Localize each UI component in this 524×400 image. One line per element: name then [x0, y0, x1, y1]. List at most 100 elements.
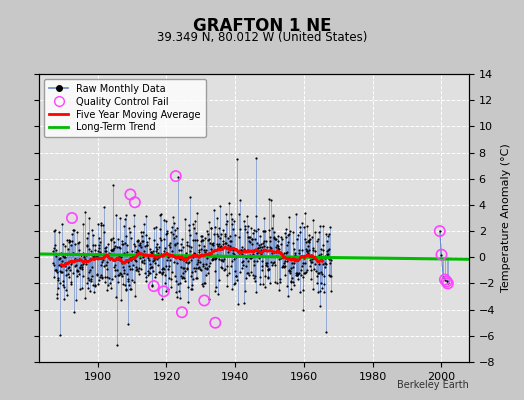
Point — [70, 227, 78, 233]
Point — [51, 247, 60, 253]
Point — [198, 280, 206, 287]
Point — [68, 215, 76, 221]
Point — [172, 289, 180, 295]
Point — [299, 260, 308, 266]
Point — [100, 229, 108, 235]
Point — [57, 263, 66, 270]
Point — [311, 247, 320, 254]
Point — [322, 237, 331, 244]
Point — [123, 249, 131, 255]
Point — [77, 252, 85, 258]
Point — [318, 254, 326, 261]
Point — [233, 253, 241, 259]
Point — [156, 235, 164, 242]
Point — [197, 267, 205, 273]
Point — [235, 211, 244, 218]
Point — [215, 256, 224, 262]
Point — [169, 220, 178, 226]
Point — [108, 247, 116, 254]
Point — [164, 254, 172, 260]
Point — [255, 249, 263, 255]
Point — [196, 238, 205, 244]
Point — [200, 297, 209, 304]
Point — [125, 282, 133, 288]
Point — [50, 274, 58, 280]
Point — [298, 263, 307, 269]
Point — [96, 238, 104, 245]
Point — [198, 233, 206, 239]
Point — [58, 269, 66, 276]
Point — [292, 270, 301, 277]
Point — [120, 249, 128, 256]
Point — [254, 245, 263, 252]
Point — [234, 248, 243, 255]
Point — [72, 250, 81, 257]
Point — [83, 235, 91, 241]
Point — [119, 267, 128, 273]
Point — [306, 236, 314, 242]
Point — [300, 270, 308, 276]
Point — [308, 234, 316, 241]
Point — [187, 256, 195, 263]
Point — [152, 256, 161, 263]
Point — [162, 228, 171, 234]
Point — [104, 240, 112, 247]
Point — [76, 286, 84, 292]
Point — [264, 266, 272, 272]
Point — [256, 233, 264, 239]
Point — [291, 250, 299, 256]
Point — [62, 250, 71, 257]
Point — [264, 267, 272, 273]
Point — [231, 268, 239, 274]
Point — [285, 231, 293, 237]
Point — [288, 274, 296, 281]
Point — [253, 258, 261, 265]
Point — [217, 256, 225, 263]
Point — [159, 288, 168, 294]
Point — [147, 249, 155, 256]
Point — [133, 266, 141, 272]
Point — [222, 240, 230, 246]
Point — [138, 238, 147, 244]
Point — [115, 272, 123, 278]
Point — [141, 213, 150, 219]
Point — [269, 212, 278, 218]
Point — [275, 287, 283, 293]
Point — [242, 254, 250, 261]
Point — [74, 247, 83, 254]
Point — [104, 282, 113, 288]
Point — [261, 260, 270, 266]
Point — [76, 265, 84, 272]
Point — [321, 252, 330, 259]
Point — [126, 191, 135, 198]
Point — [199, 236, 207, 243]
Point — [167, 276, 175, 282]
Point — [117, 273, 126, 279]
Point — [203, 255, 211, 262]
Point — [282, 250, 290, 257]
Point — [60, 254, 69, 260]
Point — [202, 246, 211, 253]
Point — [54, 251, 62, 258]
Point — [185, 248, 194, 254]
Point — [90, 289, 98, 295]
Point — [300, 224, 308, 230]
Point — [248, 236, 256, 242]
Point — [174, 288, 183, 294]
Point — [442, 278, 451, 285]
Point — [55, 262, 63, 268]
Point — [270, 228, 279, 235]
Point — [256, 244, 265, 250]
Point — [62, 272, 70, 278]
Point — [261, 284, 269, 290]
Point — [213, 241, 221, 248]
Point — [134, 248, 143, 254]
Point — [206, 240, 214, 247]
Point — [212, 247, 221, 254]
Point — [132, 248, 140, 255]
Point — [174, 174, 182, 180]
Point — [168, 224, 177, 230]
Point — [325, 272, 333, 278]
Point — [289, 264, 298, 270]
Point — [297, 271, 305, 278]
